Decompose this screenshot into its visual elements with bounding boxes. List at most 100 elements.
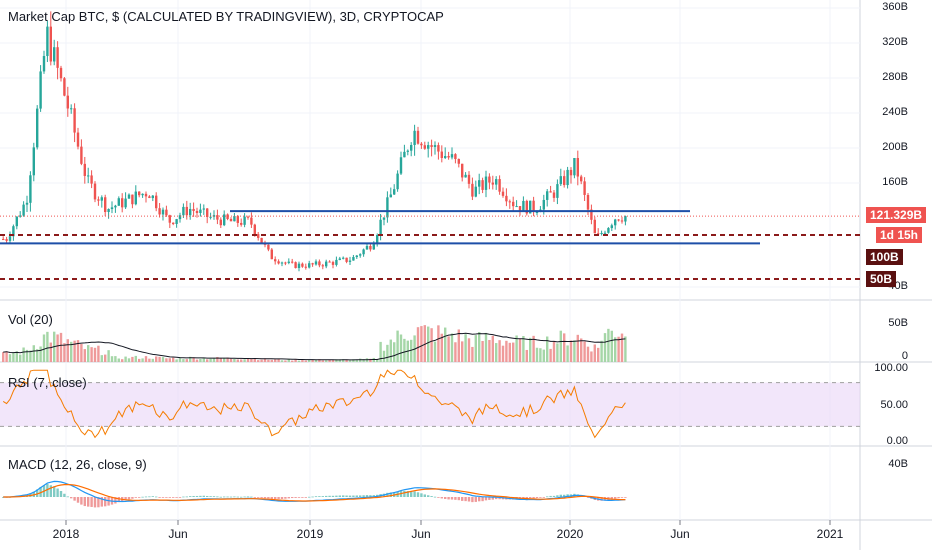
volume-bar-0 [2, 352, 5, 362]
volume-bar-69 [236, 359, 239, 362]
macd-hist-bar-138 [471, 497, 474, 503]
candle-body-16 [56, 47, 59, 68]
candle-body-171 [583, 181, 586, 195]
volume-bar-47 [161, 357, 165, 362]
macd-hist-bar-75 [257, 497, 260, 498]
candle-body-60 [206, 208, 209, 218]
volume-bar-58 [199, 358, 202, 362]
candle-body-59 [202, 208, 205, 210]
macd-hist-bar-68 [233, 496, 236, 498]
candle-body-178 [607, 228, 610, 233]
candle-body-18 [63, 78, 66, 96]
macd-hist-bar-36 [124, 497, 127, 501]
macd-hist-bar-119 [406, 491, 409, 497]
volume-bar-110 [376, 359, 379, 362]
macd-hist-bar-77 [263, 497, 267, 499]
candle-body-162 [552, 192, 556, 198]
candle-body-155 [529, 200, 532, 214]
volume-bar-3 [12, 352, 15, 362]
macd-hist-bar-63 [216, 496, 219, 498]
volume-bar-34 [117, 358, 120, 362]
volume-bar-14 [49, 342, 52, 362]
candle-body-12 [42, 56, 46, 72]
candle-body-111 [379, 219, 382, 236]
volume-bar-90 [308, 359, 311, 362]
volume-bar-70 [240, 359, 243, 362]
volume-bar-37 [127, 358, 131, 362]
candle-body-86 [294, 262, 297, 269]
candle-body-72 [246, 216, 250, 218]
candle-body-68 [233, 216, 236, 222]
candle-body-75 [257, 234, 260, 238]
volume-bar-122 [416, 327, 420, 362]
candle-body-169 [576, 157, 579, 177]
volume-bar-158 [539, 348, 542, 362]
volume-bar-173 [590, 351, 593, 362]
volume-bar-57 [195, 359, 199, 362]
candle-body-107 [365, 245, 369, 250]
price-tick-240: 240B [882, 106, 908, 118]
volume-bar-164 [559, 330, 562, 362]
macd-hist-bar-129 [440, 497, 443, 499]
macd-hist-bar-57 [195, 495, 199, 497]
candle-body-47 [161, 209, 165, 215]
macd-hist-bar-131 [447, 497, 450, 500]
candle-body-37 [127, 194, 131, 199]
volume-bar-176 [600, 340, 603, 362]
volume-bar-44 [151, 358, 154, 362]
candle-body-103 [352, 257, 355, 261]
volume-bar-10 [36, 349, 39, 362]
macd-hist-bar-25 [87, 497, 90, 507]
volume-bar-133 [454, 342, 457, 362]
macd-hist-bar-183 [624, 497, 627, 498]
time-tick-jun-2018: Jun [168, 527, 188, 541]
volume-bar-73 [250, 359, 253, 362]
candle-body-26 [90, 175, 93, 184]
volume-bar-149 [508, 342, 511, 362]
volume-bar-104 [355, 360, 358, 362]
macd-hist-bar-114 [389, 492, 392, 497]
volume-bar-30 [104, 354, 107, 362]
volume-bar-99 [338, 359, 341, 362]
candle-body-40 [138, 191, 141, 196]
volume-bar-175 [597, 347, 600, 362]
candle-body-74 [253, 224, 256, 235]
volume-bar-112 [382, 350, 386, 362]
macd-hist-bar-76 [260, 497, 263, 498]
volume-bar-156 [532, 335, 535, 362]
volume-bar-95 [325, 360, 328, 362]
candle-body-65 [223, 214, 226, 226]
candle-body-21 [73, 108, 76, 133]
volume-bar-140 [478, 332, 481, 362]
macd-hist-bar-139 [474, 497, 477, 502]
candle-body-156 [532, 200, 535, 212]
volume-bar-151 [515, 335, 518, 362]
volume-bar-123 [420, 326, 423, 362]
macd-hist-bar-140 [478, 497, 481, 502]
volume-bar-168 [573, 340, 576, 362]
macd-hist-bar-55 [189, 496, 192, 497]
macd-hist-bar-134 [457, 497, 460, 501]
macd-hist-bar-106 [362, 495, 365, 497]
macd-hist-bar-20 [70, 497, 73, 499]
candle-body-91 [311, 263, 314, 265]
volume-bar-166 [566, 345, 569, 362]
volume-bar-93 [318, 359, 321, 362]
macd-hist-bar-132 [450, 497, 454, 500]
macd-hist-bar-94 [321, 496, 324, 497]
candle-body-113 [386, 197, 389, 218]
candle-body-27 [93, 183, 97, 200]
candle-body-24 [83, 163, 86, 176]
candle-body-67 [229, 218, 233, 222]
volume-bar-180 [614, 337, 617, 362]
volume-bar-65 [223, 358, 226, 362]
volume-bar-115 [393, 342, 396, 362]
candle-body-71 [243, 216, 246, 225]
candle-body-101 [345, 257, 348, 262]
volume-bar-154 [525, 349, 528, 362]
macd-hist-bar-21 [73, 497, 76, 501]
volume-bar-125 [427, 326, 430, 362]
volume-bar-76 [260, 359, 263, 362]
candle-body-120 [410, 145, 413, 151]
macd-hist-bar-29 [100, 497, 103, 507]
